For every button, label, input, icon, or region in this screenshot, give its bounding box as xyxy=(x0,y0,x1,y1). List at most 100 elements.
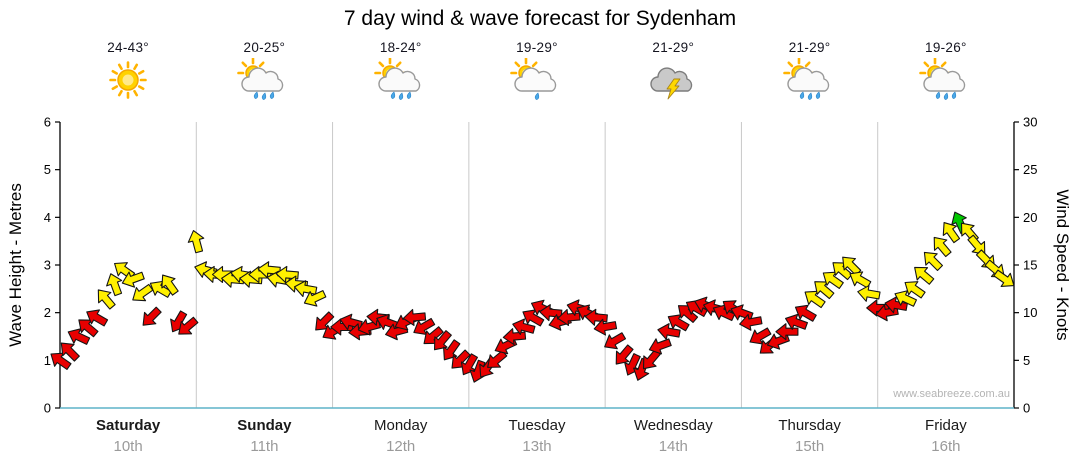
right-axis-tick-label: 5 xyxy=(1023,353,1030,368)
wind-arrow xyxy=(667,314,690,332)
wind-arrow xyxy=(615,344,634,365)
wind-arrow xyxy=(914,266,935,285)
wind-arrow xyxy=(904,281,926,299)
wind-arrow xyxy=(121,271,145,288)
right-axis-tick-label: 10 xyxy=(1023,305,1037,320)
wind-arrow xyxy=(443,339,461,361)
day-header: 24-43° xyxy=(68,40,188,106)
temp-range-label: 19-26° xyxy=(925,40,967,55)
wind-arrow xyxy=(794,304,817,322)
wind-arrow xyxy=(832,262,853,281)
wind-arrow xyxy=(842,256,862,276)
wind-arrow xyxy=(522,309,545,327)
watermark: www.seabreeze.com.au xyxy=(893,388,1010,400)
wind-arrow xyxy=(303,290,327,307)
wind-arrow xyxy=(413,317,436,335)
thunderstorm-icon xyxy=(613,58,733,106)
temp-range-label: 24-43° xyxy=(107,40,149,55)
day-header: 20-25° xyxy=(204,40,324,106)
day-header: 19-26° xyxy=(886,40,1006,106)
wind-arrow xyxy=(993,269,1015,287)
wind-arrow xyxy=(402,308,427,327)
wind-arrow xyxy=(923,251,944,272)
wind-arrow xyxy=(50,352,72,371)
right-axis-tick-label: 20 xyxy=(1023,210,1037,225)
day-label-group: Sunday 11th xyxy=(194,417,334,455)
wind-arrow xyxy=(142,306,162,326)
day-header: 18-24° xyxy=(341,40,461,106)
wind-arrow xyxy=(593,318,618,336)
day-date-label: 15th xyxy=(794,438,825,455)
wind-arrow xyxy=(60,342,80,362)
wind-arrow xyxy=(942,222,961,244)
wind-arrow xyxy=(739,313,763,331)
wind-arrow xyxy=(106,273,123,297)
chart-title: 7 day wind & wave forecast for Sydenham xyxy=(343,7,737,30)
day-label-group: Thursday 15th xyxy=(740,417,880,455)
left-axis-tick-label: 5 xyxy=(44,162,51,177)
left-axis-tick-label: 6 xyxy=(44,115,51,130)
wind-arrow xyxy=(132,283,154,302)
wind-arrow xyxy=(849,271,872,289)
day-label-group: Saturday 10th xyxy=(58,417,198,455)
sun-showers-icon xyxy=(750,57,870,106)
day-date-label: 10th xyxy=(113,438,143,455)
wind-arrow xyxy=(775,323,799,341)
left-axis-tick-label: 2 xyxy=(44,305,51,320)
temp-range-label: 21-29° xyxy=(652,40,695,55)
wind-arrow xyxy=(604,332,627,350)
day-label-group: Tuesday 13th xyxy=(467,417,607,455)
wind-arrow xyxy=(657,323,681,340)
wind-arrow xyxy=(933,236,952,258)
day-date-label: 13th xyxy=(522,438,552,455)
temp-range-label: 20-25° xyxy=(243,40,286,55)
day-name-label: Wednesday xyxy=(633,417,713,434)
left-axis-tick-label: 0 xyxy=(44,401,51,416)
wind-arrow xyxy=(433,330,452,351)
sun-showers-icon xyxy=(204,57,324,106)
sun-cloud-shower-icon xyxy=(477,57,597,106)
day-header: 21-29° xyxy=(750,40,870,106)
wind-arrow xyxy=(677,305,699,324)
day-name-label: Monday xyxy=(374,417,428,434)
left-axis-tick-label: 1 xyxy=(44,353,51,368)
day-name-label: Tuesday xyxy=(508,417,566,434)
wind-arrow xyxy=(814,281,835,300)
wind-arrow xyxy=(894,290,917,307)
temp-range-label: 21-29° xyxy=(788,40,831,55)
sun-showers-icon xyxy=(341,57,461,106)
wind-arrow xyxy=(804,290,826,309)
day-name-label: Saturday xyxy=(95,417,161,434)
wind-arrow xyxy=(785,313,808,330)
day-header: 19-29° xyxy=(477,40,597,106)
day-name-label: Thursday xyxy=(778,417,841,434)
wind-arrow xyxy=(857,284,881,302)
sunny-icon xyxy=(68,58,188,106)
day-name-label: Sunday xyxy=(237,417,292,434)
wind-arrow xyxy=(97,289,116,310)
day-label-group: Monday 12th xyxy=(331,417,471,455)
right-axis-tick-label: 25 xyxy=(1023,162,1037,177)
wind-arrow xyxy=(712,304,736,322)
day-date-label: 16th xyxy=(931,438,961,455)
wind-arrow xyxy=(884,296,908,314)
wind-arrow xyxy=(512,318,536,336)
wind-arrow xyxy=(187,230,205,254)
left-axis-tick-label: 3 xyxy=(44,258,51,273)
day-date-label: 11th xyxy=(250,438,279,455)
wind-arrow xyxy=(78,319,99,338)
day-header: 21-29° xyxy=(613,40,733,106)
wind-arrow xyxy=(178,316,199,335)
temp-range-label: 19-29° xyxy=(516,40,558,55)
left-axis-tick-label: 4 xyxy=(44,210,51,225)
day-date-label: 14th xyxy=(658,438,688,455)
day-date-label: 12th xyxy=(386,438,416,455)
day-name-label: Friday xyxy=(925,417,967,434)
wind-arrow xyxy=(67,328,91,345)
right-axis-tick-label: 15 xyxy=(1023,258,1037,273)
day-label-group: Wednesday 14th xyxy=(603,417,743,455)
wind-arrow xyxy=(460,353,478,376)
wind-arrow xyxy=(749,327,772,345)
